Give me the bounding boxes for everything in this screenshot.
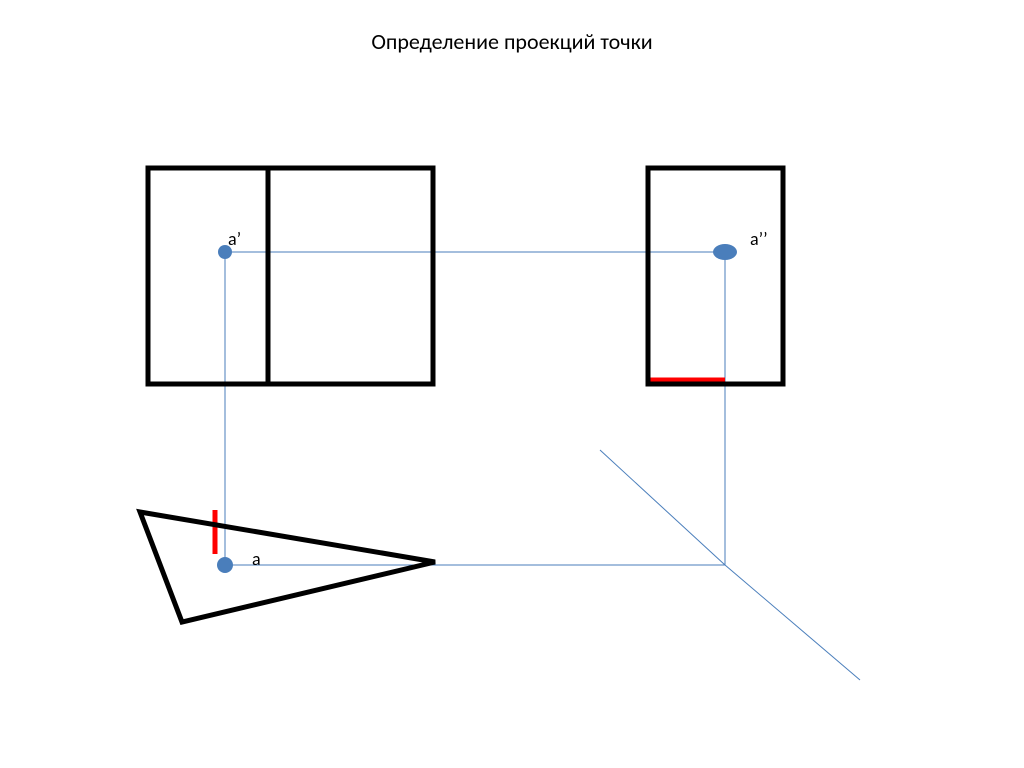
label-a: a [252, 548, 261, 570]
construction-lines [225, 252, 860, 680]
thin-line [600, 450, 725, 565]
red-segments [215, 380, 725, 554]
point-a-dprime [713, 244, 737, 260]
diagram-canvas [0, 0, 1024, 768]
rect-right [648, 168, 783, 384]
triangle-shape [140, 512, 435, 622]
label-a-prime: a’ [228, 228, 241, 250]
point-a [217, 557, 233, 573]
label-a-dprime: a’’ [750, 228, 768, 250]
rect-left-b [268, 168, 433, 384]
thin-line [725, 565, 860, 680]
rect-left-a [148, 168, 268, 384]
